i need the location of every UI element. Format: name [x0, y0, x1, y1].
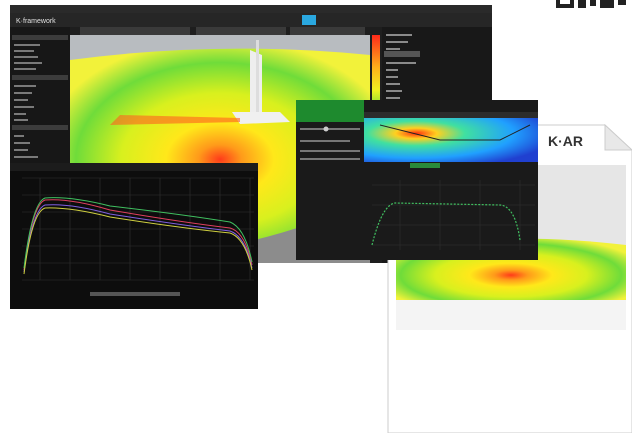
qr-fragment	[556, 0, 626, 8]
document-logo: K·AR	[548, 133, 583, 149]
dialog-header	[296, 100, 364, 122]
frequency-window	[10, 163, 258, 309]
app-logo: K·framework	[16, 18, 56, 25]
active-tab[interactable]	[302, 15, 316, 25]
color-scale	[372, 35, 380, 145]
dialog-window	[296, 100, 538, 260]
